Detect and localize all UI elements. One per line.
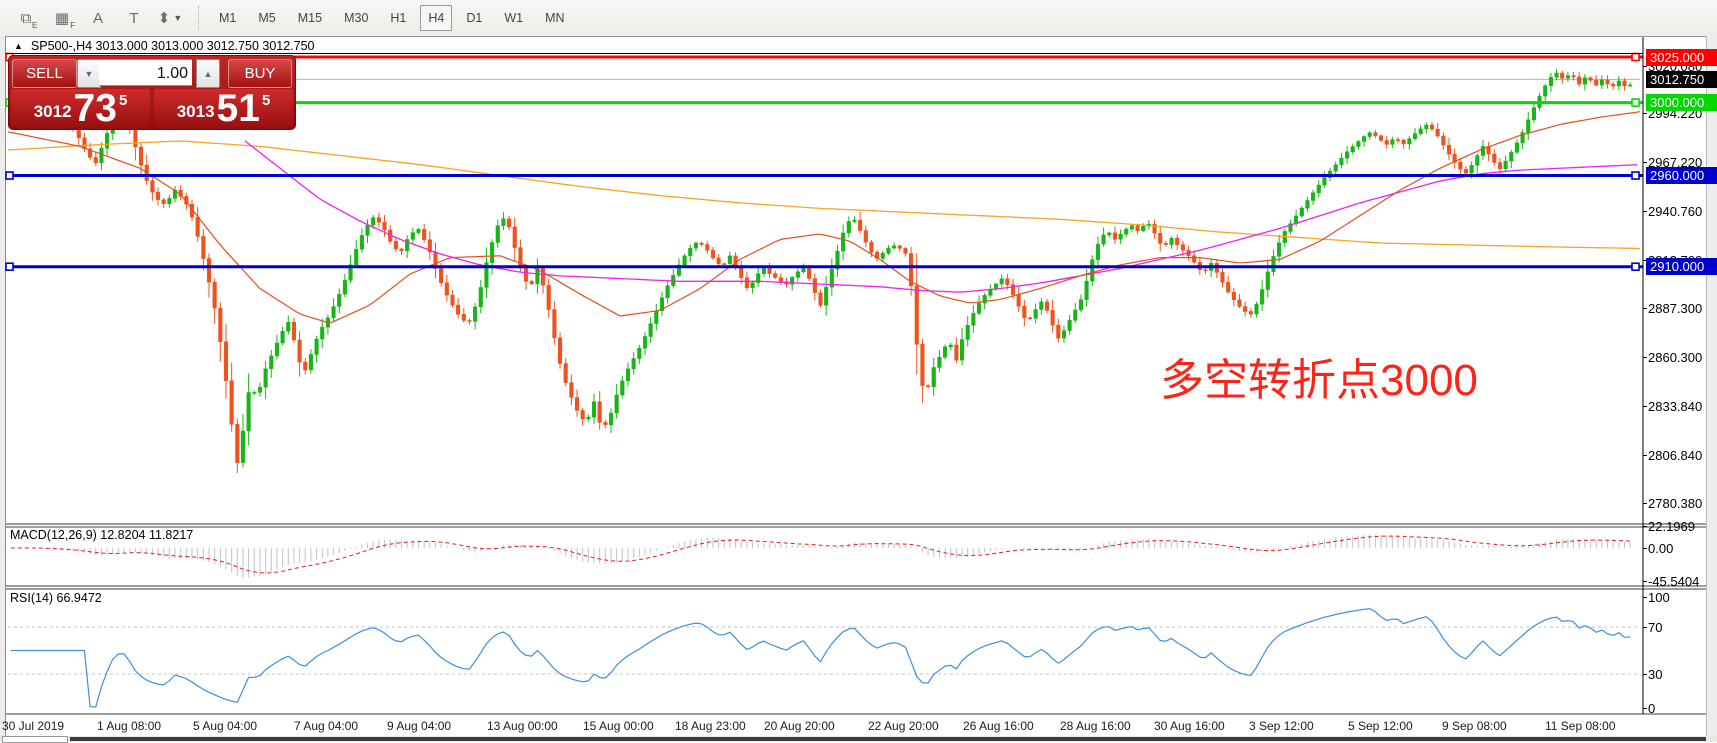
rsi-axis-label: 0: [1648, 701, 1656, 716]
axis-tick-mark: [1643, 308, 1647, 310]
fibonacci-grid-icon[interactable]: ▦ F: [54, 10, 76, 30]
macd-label: MACD(12,26,9) 12.8204 11.8217: [10, 528, 194, 542]
time-tick-label: 5 Sep 12:00: [1348, 719, 1413, 733]
timeframe-button-m15[interactable]: M15: [297, 11, 323, 25]
axis-tick-mark: [1643, 525, 1647, 527]
time-tick-label: 22 Aug 20:00: [868, 719, 939, 733]
timeframe-button-h1[interactable]: H1: [390, 11, 407, 25]
axis-tick-mark: [1643, 66, 1647, 67]
equidistant-channel-icon[interactable]: ⧉ E: [20, 9, 38, 30]
buy-price-fraction: 5: [261, 92, 271, 109]
time-tick-label: 26 Aug 16:00: [963, 719, 1034, 733]
buy-button[interactable]: BUY: [228, 59, 292, 88]
rsi-axis-label: 30: [1648, 667, 1663, 682]
price-tick-label: 2780.380: [1648, 496, 1703, 512]
volume-decrease-button[interactable]: ▼: [77, 59, 101, 88]
timeframe-button-mn[interactable]: MN: [545, 11, 565, 25]
time-tick-label: 13 Aug 00:00: [487, 719, 558, 733]
horizontal-scrollbar-thumb[interactable]: [70, 737, 1706, 741]
axis-tick-mark: [1643, 357, 1647, 359]
chart-header: ▲ SP500-,H4 3013.000 3013.000 3012.750 3…: [14, 39, 315, 53]
header-underline: [6, 53, 1643, 54]
axis-tick-mark: [1643, 259, 1647, 261]
time-tick-label: 11 Sep 08:00: [1545, 719, 1616, 733]
rsi-axis-label: 100: [1648, 590, 1670, 605]
timeframe-button-h4[interactable]: H4: [420, 5, 453, 31]
axis-tick-mark: [1643, 162, 1647, 164]
axis-tick-mark: [1643, 113, 1647, 115]
time-tick-label: 9 Aug 04:00: [387, 719, 452, 733]
chart-window-left-border: [0, 36, 6, 742]
toolbar: ⧉ E ▦ F A T ⬍ ▼ M1 M5 M15 M30 H1 H4 D1 W1 MN: [0, 0, 1717, 37]
axis-tick-mark: [1643, 210, 1647, 212]
time-tick-label: 1 Aug 08:00: [97, 719, 162, 733]
price-level-badge: 2960.000: [1646, 167, 1717, 185]
time-tick-label: 15 Aug 00:00: [583, 719, 654, 733]
price-level-badge: 3025.000: [1646, 48, 1717, 66]
buy-price-pips: 51: [216, 87, 260, 130]
toolbar-icon-group: ⧉ E ▦ F A T ⬍ ▼: [8, 4, 188, 32]
textbox-icon[interactable]: T: [129, 9, 139, 27]
axis-tick-mark: [1643, 674, 1647, 675]
sell-price-fraction: 5: [118, 92, 128, 109]
axis-tick-mark: [1643, 627, 1647, 628]
time-tick-label: 28 Aug 16:00: [1060, 719, 1131, 733]
dropdown-caret-icon[interactable]: ▼: [173, 13, 183, 23]
timeframe-button-w1[interactable]: W1: [504, 11, 524, 25]
sell-price-quote[interactable]: 3012 73 5: [11, 87, 150, 130]
timeframe-button-m1[interactable]: M1: [219, 11, 237, 25]
axis-tick-mark: [1643, 548, 1647, 549]
toolbar-separator: [198, 6, 200, 30]
rsi-label: RSI(14) 66.9472: [10, 591, 102, 605]
price-level-badge: 2910.000: [1646, 258, 1717, 276]
window-right-scroll-strip[interactable]: [1706, 36, 1717, 742]
price-tick-label: 2806.840: [1648, 447, 1703, 463]
chart-annotation-text: 多空转折点3000: [1160, 356, 1478, 405]
axis-tick-mark: [1643, 503, 1647, 505]
price-tick-label: 2860.300: [1648, 350, 1703, 366]
axis-tick-mark: [1643, 708, 1647, 709]
price-level-badge: 3000.000: [1646, 94, 1717, 112]
axis-tick-mark: [1643, 405, 1647, 407]
volume-input[interactable]: [99, 59, 192, 86]
time-tick-label: 5 Aug 04:00: [193, 719, 258, 733]
axis-tick-mark: [1643, 597, 1647, 598]
collapse-triangle-icon[interactable]: ▲: [14, 41, 23, 51]
time-tick-label: 30 Aug 16:00: [1154, 719, 1225, 733]
axis-tick-mark: [1643, 581, 1647, 583]
timeframe-button-m5[interactable]: M5: [258, 11, 276, 25]
time-tick-label: 20 Aug 20:00: [764, 719, 835, 733]
price-tick-label: 2833.840: [1648, 398, 1703, 414]
text-label-icon[interactable]: A: [92, 9, 103, 27]
sell-price-pips: 73: [73, 87, 117, 130]
axis-tick-mark: [1643, 454, 1647, 456]
rsi-axis-label: 70: [1648, 620, 1663, 635]
price-level-badge: 3012.750: [1646, 70, 1717, 88]
price-tick-label: 2967.220: [1648, 155, 1703, 171]
symbol-ohlc-text: SP500-,H4 3013.000 3013.000 3012.750 301…: [30, 39, 315, 53]
macd-axis-label: 0.00: [1648, 541, 1674, 556]
time-tick-label: 30 Jul 2019: [2, 719, 65, 733]
buy-price-quote[interactable]: 3013 51 5: [154, 87, 293, 130]
sell-button[interactable]: SELL: [12, 59, 77, 88]
timeframe-button-d1[interactable]: D1: [466, 11, 483, 25]
buy-price-handle: 3013: [176, 102, 215, 121]
arrow-styles-icon[interactable]: ⬍ ▼: [157, 10, 183, 27]
time-tick-label: 7 Aug 04:00: [294, 719, 359, 733]
one-click-trading-panel: SELL ▼ ▲ BUY 3012 73 5 3013 51 5: [8, 55, 296, 130]
macd-axis-label: -45.5404: [1648, 574, 1700, 590]
sell-price-handle: 3012: [33, 102, 72, 121]
price-tick-label: 2887.300: [1648, 301, 1703, 317]
time-tick-label: 18 Aug 23:00: [675, 719, 746, 733]
volume-increase-button[interactable]: ▲: [196, 59, 220, 88]
macd-axis-label: 22.1969: [1648, 518, 1695, 534]
time-tick-label: 9 Sep 08:00: [1442, 719, 1507, 733]
time-tick-label: 3 Sep 12:00: [1249, 719, 1314, 733]
price-tick-label: 2940.760: [1648, 203, 1703, 219]
timeframe-button-m30[interactable]: M30: [344, 11, 369, 25]
timeframe-group: M1 M5 M15 M30 H1 H4 D1 W1 MN: [208, 5, 576, 31]
